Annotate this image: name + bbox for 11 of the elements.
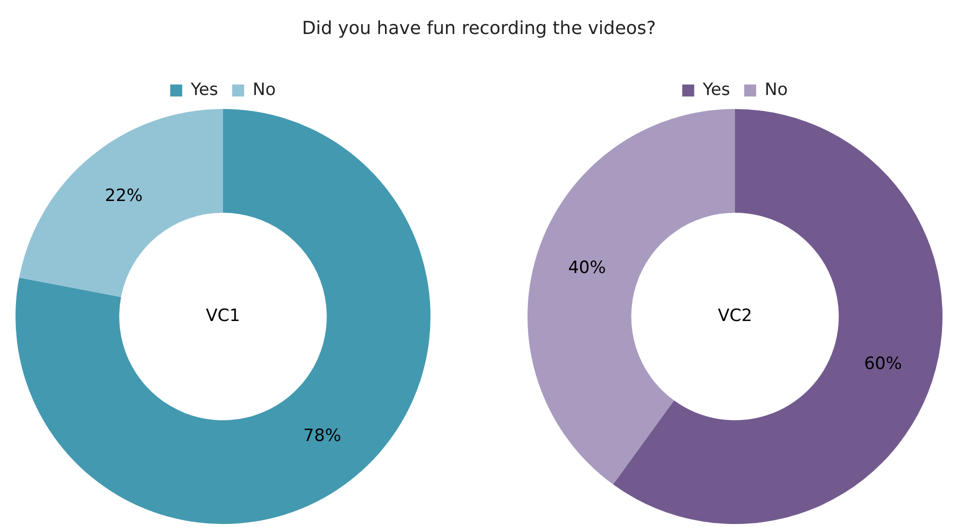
legend-label: No [764,80,788,100]
text: VC2 [718,306,752,326]
text: VC1 [206,306,240,326]
legend-label: Yes [702,80,730,100]
legend-label: No [252,80,276,100]
legend-label: Yes [190,80,218,100]
data-label: 78% [303,426,342,446]
text: Did you have fun recording the videos? [301,18,657,39]
data-label: 40% [568,258,606,278]
data-label: 60% [864,354,902,374]
data-label: 22% [104,186,143,206]
